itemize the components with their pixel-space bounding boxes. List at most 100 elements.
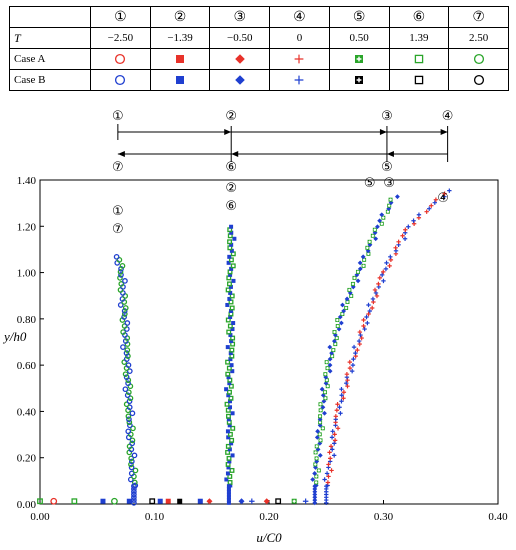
data-point-shape [315,428,321,434]
data-point [332,432,337,437]
data-point [227,239,233,245]
data-point [121,314,127,320]
data-point-shape [331,453,337,458]
data-point [224,401,230,407]
data-point-cross [386,210,390,213]
case-a-marker-3-icon [234,54,245,65]
data-point [128,455,135,462]
data-point [229,248,234,253]
bottom-data-point-shape [71,498,78,505]
data-point [226,365,232,371]
data-point [367,239,372,244]
data-point-shape [226,492,231,497]
data-point-shape [118,281,125,287]
data-point [396,239,401,244]
data-point [330,354,335,359]
data-point-shape [128,455,135,462]
case-b-marker-4-glyph-shape [295,75,304,85]
data-point-shape [121,311,128,317]
t-value-3: −0.50 [209,27,271,49]
case-b-marker-2-glyph [176,76,185,85]
data-point [341,396,346,401]
data-point [124,347,131,353]
data-point [353,350,358,356]
data-point-shape [125,362,132,368]
case-b-label: Case B [9,69,91,91]
data-point-cross [324,397,327,400]
y-tick-label: 0.00 [17,499,37,511]
case-b-marker-3-glyph [234,75,245,86]
data-point-shape [393,245,398,251]
data-point [373,290,379,296]
data-point [339,387,344,392]
data-point-shape [377,275,383,281]
data-point [226,329,232,335]
bottom-data-point [100,498,106,504]
data-point-shape [229,305,235,311]
data-point [127,395,134,402]
data-point-cross [356,270,360,274]
data-point [226,486,231,491]
data-point [121,311,128,317]
data-point [337,405,342,410]
data-point [231,321,236,326]
data-point-shape [227,281,232,287]
data-point [318,408,323,413]
data-point [369,305,375,311]
label-circle-3: ③ [383,176,395,191]
data-point-shape [224,477,229,482]
data-point-shape [312,483,318,489]
data-point [312,471,318,476]
data-point [314,434,320,440]
data-point-shape [328,444,334,449]
data-point [381,278,386,284]
data-point [229,441,234,446]
data-point [312,492,318,497]
data-point [227,381,232,386]
profile-⑤③ [310,194,400,506]
data-point [123,401,130,408]
data-point-shape [122,278,128,284]
seq-bottom-label: ⑤ [381,160,393,175]
data-point-shape [337,405,342,410]
data-point-shape [227,296,232,301]
seq-arrow-1-2-head [224,129,232,135]
data-point [120,329,127,335]
data-point [367,308,372,314]
case-a-marker-5 [328,48,390,70]
profile-④ [322,188,452,506]
data-point-cross [346,300,349,304]
data-point [365,320,370,326]
bottom-data-point-shape [249,498,255,504]
case-a-marker-7-glyph-shape [473,54,484,65]
data-point [228,257,234,263]
data-point-shape [230,327,235,332]
data-point [229,266,234,271]
data-point [129,437,136,444]
data-point-shape [125,413,132,420]
data-point-cross [330,354,334,358]
bottom-data-point [157,498,163,504]
data-point-cross [373,228,377,231]
data-point-shape [345,384,350,389]
data-point-shape [123,401,130,408]
x-tick-label: 0.30 [374,511,394,523]
data-point-shape [335,402,340,407]
data-point [344,305,349,310]
data-point [400,233,405,238]
data-point-shape [229,363,234,368]
data-point [113,253,120,260]
data-point [357,260,363,266]
data-point-shape [225,443,231,449]
seq-top-label: ② [225,109,237,124]
data-point-cross [344,306,348,310]
data-point-shape [124,320,131,326]
data-point-cross [324,372,327,376]
header-row: ① ② ③ ④ ⑤ ⑥ ⑦ [9,6,509,28]
data-point-shape [349,368,355,374]
data-point-shape [351,356,356,362]
case-b-marker-3-glyph-shape [234,75,245,86]
data-point [227,323,233,329]
data-point-shape [119,263,126,269]
data-point [328,456,333,461]
